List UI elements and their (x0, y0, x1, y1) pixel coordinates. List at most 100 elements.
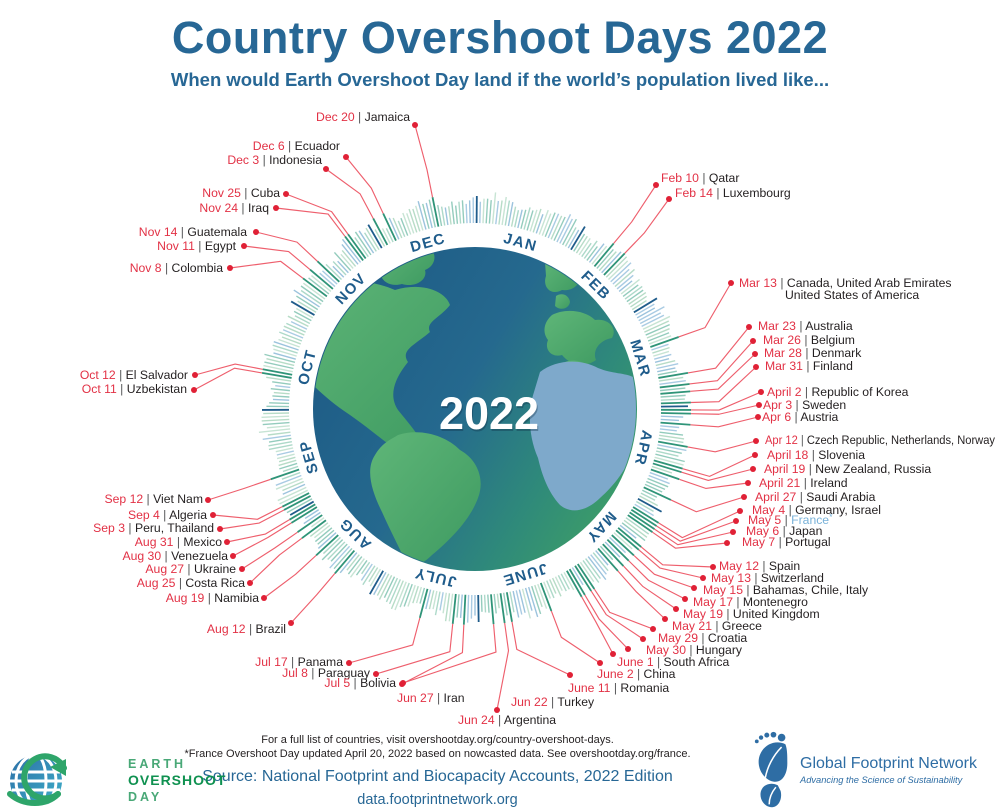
day-tick (330, 543, 348, 562)
day-tick (660, 425, 680, 429)
day-tick (373, 571, 387, 596)
overshoot-date: May 7 (742, 535, 775, 549)
country-label: Apr 6 | Austria (762, 410, 839, 424)
day-tick (266, 425, 290, 429)
overshoot-date: May 13 (711, 571, 751, 585)
day-tick (367, 224, 383, 249)
day-tick (444, 207, 449, 226)
day-dot (192, 372, 198, 378)
day-tick (644, 320, 670, 333)
day-tick (562, 218, 578, 246)
day-tick (657, 440, 688, 448)
day-tick (637, 497, 662, 513)
day-tick (650, 336, 679, 348)
day-tick (620, 278, 641, 295)
day-tick (654, 456, 684, 466)
footer-note-france: *France Overshoot Day updated April 20, … (184, 748, 691, 761)
country-name: Panama (298, 655, 344, 669)
day-tick (531, 585, 542, 615)
global-footprint-network-logo: Global Footprint Network Advancing the S… (752, 730, 977, 810)
day-tick (399, 582, 410, 608)
overshoot-date: April 21 (759, 476, 801, 490)
day-dot (750, 338, 756, 344)
day-tick (262, 434, 291, 441)
day-tick (273, 348, 297, 357)
day-dot (755, 414, 761, 420)
day-dot (343, 154, 349, 160)
day-tick (553, 216, 566, 241)
day-dot (210, 512, 216, 518)
country-label: June 2 | China (597, 667, 676, 681)
day-tick (272, 381, 291, 385)
connector-line (690, 404, 760, 415)
france-asterisk: * (829, 512, 833, 522)
day-tick (644, 483, 663, 493)
day-dot (728, 280, 734, 286)
day-tick (459, 594, 463, 619)
day-tick (450, 201, 455, 225)
country-name: Uzbekistan (127, 382, 187, 396)
country-name: Namibia (214, 591, 259, 605)
country-label: Mar 26 | Belgium (763, 333, 855, 347)
day-tick (448, 593, 454, 622)
connector-line (682, 454, 756, 477)
overshoot-date: April 18 (767, 448, 809, 462)
day-tick (431, 197, 440, 227)
day-tick (412, 208, 421, 232)
separator: | (743, 583, 753, 597)
overshoot-date: Sep 3 (93, 521, 125, 535)
day-tick (392, 217, 403, 239)
day-tick (660, 387, 686, 392)
separator: | (548, 695, 558, 709)
day-tick (368, 567, 379, 583)
country-label: Sep 4 | Algeria (128, 508, 207, 522)
overshoot-date: April 27 (755, 490, 797, 504)
day-tick (633, 297, 658, 314)
day-tick (322, 536, 341, 555)
overshoot-date: Jun 22 (511, 695, 548, 709)
day-tick (458, 201, 462, 224)
overshoot-date: Mar 13 (739, 276, 777, 290)
day-dot (745, 480, 751, 486)
footer-source: Source: National Footprint and Biocapaci… (202, 767, 673, 785)
day-tick (622, 284, 639, 298)
day-tick (656, 450, 679, 457)
day-tick (526, 210, 534, 231)
day-dot (400, 680, 406, 686)
day-tick (621, 522, 646, 542)
day-tick (325, 263, 342, 280)
day-tick (290, 506, 318, 524)
footprint-icon (754, 731, 788, 808)
overshoot-date: May 15 (703, 583, 743, 597)
day-tick (521, 588, 531, 619)
day-dot (673, 606, 679, 612)
separator: | (779, 524, 789, 538)
day-tick (523, 207, 531, 230)
day-tick (615, 529, 640, 551)
connector-line (285, 193, 349, 235)
separator: | (781, 513, 791, 527)
continent (455, 235, 472, 247)
country-name: United Kingdom (733, 607, 820, 621)
country-name: Ecuador (295, 139, 340, 153)
day-tick (641, 314, 665, 327)
day-tick (264, 353, 296, 363)
country-label: Feb 10 | Qatar (661, 171, 739, 185)
day-dot (737, 508, 743, 514)
country-name: Saudi Arabia (806, 490, 875, 504)
country-name: Republic of Korea (812, 385, 909, 399)
connector-line (511, 621, 571, 676)
day-tick (660, 415, 684, 418)
day-tick (649, 335, 672, 345)
day-tick (309, 268, 334, 290)
connector-line (249, 537, 303, 584)
day-tick (282, 329, 304, 339)
overshoot-date: Dec 3 (227, 153, 259, 167)
day-tick (279, 331, 303, 342)
day-tick (482, 198, 485, 224)
country-label: Dec 20 | Jamaica (316, 110, 410, 124)
day-tick (347, 556, 363, 575)
country-name: Cuba (251, 186, 280, 200)
day-tick (499, 593, 506, 624)
country-label: April 2 | Republic of Korea (767, 385, 909, 399)
